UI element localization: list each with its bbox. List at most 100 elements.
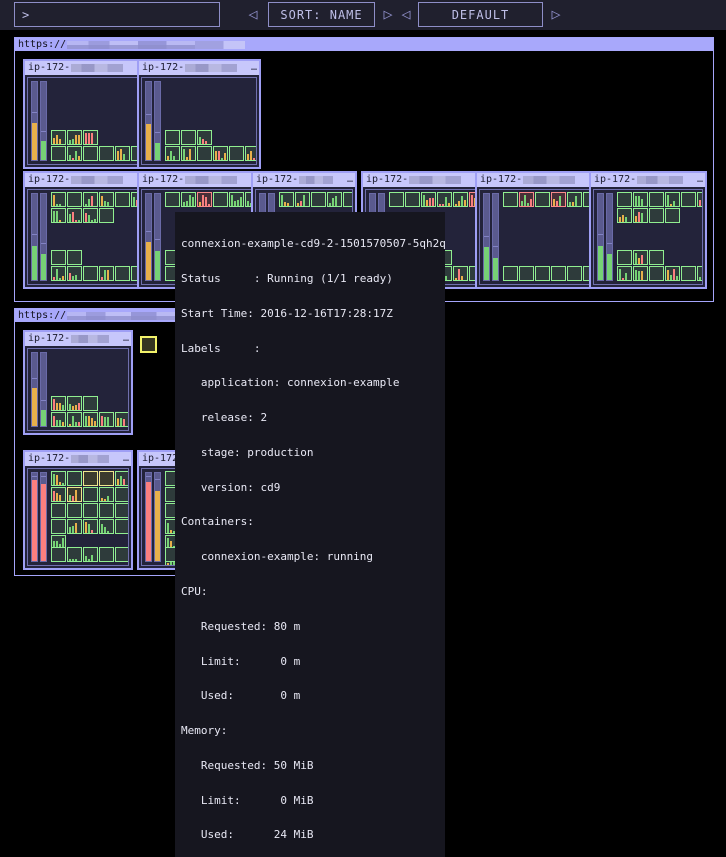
pod-box[interactable] — [67, 412, 82, 427]
pod-box[interactable] — [99, 471, 114, 486]
pod-box[interactable] — [681, 266, 696, 281]
pod-box[interactable] — [131, 266, 142, 281]
pod-box[interactable] — [67, 208, 82, 223]
pod-box[interactable] — [649, 192, 664, 207]
pod-box[interactable] — [633, 266, 648, 281]
pod-box[interactable] — [67, 192, 82, 207]
pod-box[interactable] — [519, 192, 534, 207]
pod-box[interactable] — [115, 503, 128, 518]
pod-box[interactable] — [343, 192, 352, 207]
pod-box[interactable] — [51, 547, 66, 562]
pod-box[interactable] — [83, 519, 98, 534]
pod-box[interactable] — [453, 266, 468, 281]
node-box[interactable]: ip-172-… — [23, 330, 133, 435]
pod-box[interactable] — [503, 192, 518, 207]
pod-box[interactable] — [311, 192, 326, 207]
pod-box[interactable] — [617, 266, 632, 281]
pod-box[interactable] — [165, 146, 180, 161]
pod-box[interactable] — [67, 487, 82, 502]
pod-box[interactable] — [51, 192, 66, 207]
pod-box[interactable] — [697, 266, 702, 281]
pod-box[interactable] — [51, 396, 66, 411]
pod-box[interactable] — [295, 192, 310, 207]
pod-box[interactable] — [697, 192, 702, 207]
pod-box[interactable] — [83, 266, 98, 281]
pod-box[interactable] — [67, 547, 82, 562]
pod-box[interactable] — [99, 519, 114, 534]
pod-box[interactable] — [131, 146, 142, 161]
pod-box[interactable] — [567, 192, 582, 207]
pod-box[interactable] — [83, 130, 98, 145]
pod-box[interactable] — [67, 471, 82, 486]
pod-box[interactable] — [51, 519, 66, 534]
pod-box[interactable] — [83, 208, 98, 223]
pod-box[interactable] — [197, 192, 212, 207]
pod-box[interactable] — [51, 266, 66, 281]
pod-box[interactable] — [99, 547, 114, 562]
pod-box[interactable] — [617, 208, 632, 223]
pod-box[interactable] — [229, 146, 244, 161]
pod-box[interactable] — [67, 519, 82, 534]
pod-box[interactable] — [115, 547, 128, 562]
pod-box[interactable] — [453, 192, 468, 207]
node-box[interactable]: ip-172-… — [475, 171, 599, 289]
pod-box[interactable] — [405, 192, 420, 207]
sort-next-button[interactable]: ▷ — [383, 5, 393, 23]
pod-box[interactable] — [51, 471, 66, 486]
pod-box[interactable] — [99, 192, 114, 207]
pod-box[interactable] — [197, 146, 212, 161]
pod-box[interactable] — [503, 266, 518, 281]
pod-box[interactable] — [67, 396, 82, 411]
pod-box[interactable] — [51, 412, 66, 427]
pod-box[interactable] — [115, 471, 128, 486]
node-box[interactable]: ip-172-… — [23, 171, 147, 289]
pod-box[interactable] — [115, 412, 128, 427]
pod-box[interactable] — [649, 208, 664, 223]
pod-box[interactable] — [469, 266, 480, 281]
pod-box[interactable] — [583, 192, 594, 207]
search-input[interactable]: > — [14, 2, 220, 27]
pod-box[interactable] — [535, 266, 550, 281]
node-box[interactable]: ip-172-… — [23, 59, 147, 169]
pod-box[interactable] — [665, 208, 680, 223]
pod-box[interactable] — [99, 412, 114, 427]
pod-box[interactable] — [649, 250, 664, 265]
pod-box[interactable] — [551, 266, 566, 281]
pod-box[interactable] — [67, 266, 82, 281]
pod-box[interactable] — [51, 250, 66, 265]
pod-box[interactable] — [665, 266, 680, 281]
pod-box[interactable] — [83, 396, 98, 411]
pod-box[interactable] — [229, 192, 244, 207]
pod-box[interactable] — [665, 192, 680, 207]
pod-box[interactable] — [115, 487, 128, 502]
pod-box[interactable] — [99, 266, 114, 281]
pod-box[interactable] — [51, 208, 66, 223]
pod-box[interactable] — [213, 192, 228, 207]
pod-box[interactable] — [327, 192, 342, 207]
pod-box[interactable] — [519, 266, 534, 281]
sort-prev-button[interactable]: ◁ — [248, 5, 258, 23]
node-box[interactable]: ip-172-… — [137, 59, 261, 169]
pod-box[interactable] — [83, 146, 98, 161]
pod-box[interactable] — [181, 192, 196, 207]
pod-box[interactable] — [165, 192, 180, 207]
pod-box[interactable] — [51, 535, 66, 550]
pod-box[interactable] — [535, 192, 550, 207]
unscheduled-pod[interactable] — [140, 336, 157, 353]
pod-box[interactable] — [99, 503, 114, 518]
pod-box[interactable] — [617, 250, 632, 265]
pod-box[interactable] — [181, 146, 196, 161]
pod-box[interactable] — [51, 146, 66, 161]
pod-box[interactable] — [51, 503, 66, 518]
pod-box[interactable] — [99, 146, 114, 161]
node-box[interactable]: ip-172-… — [23, 450, 133, 570]
pod-box[interactable] — [567, 266, 582, 281]
pod-box[interactable] — [67, 146, 82, 161]
pod-box[interactable] — [681, 192, 696, 207]
pod-box[interactable] — [633, 250, 648, 265]
pod-box[interactable] — [279, 192, 294, 207]
pod-box[interactable] — [197, 130, 212, 145]
pod-box[interactable] — [67, 503, 82, 518]
pod-box[interactable] — [181, 130, 196, 145]
pod-box[interactable] — [83, 471, 98, 486]
